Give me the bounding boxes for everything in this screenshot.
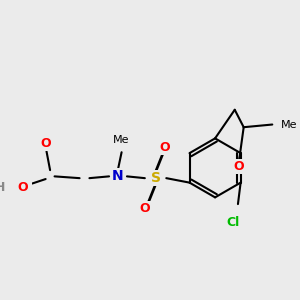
Text: O: O [140,202,150,215]
Text: Me: Me [113,135,130,145]
Text: N: N [112,169,124,183]
Text: O: O [17,181,28,194]
Text: O: O [40,137,51,150]
Text: H: H [0,181,5,194]
Text: Cl: Cl [227,216,240,230]
Text: S: S [151,171,160,185]
Text: O: O [233,160,244,172]
Text: Me: Me [281,119,298,130]
Text: O: O [159,141,170,154]
